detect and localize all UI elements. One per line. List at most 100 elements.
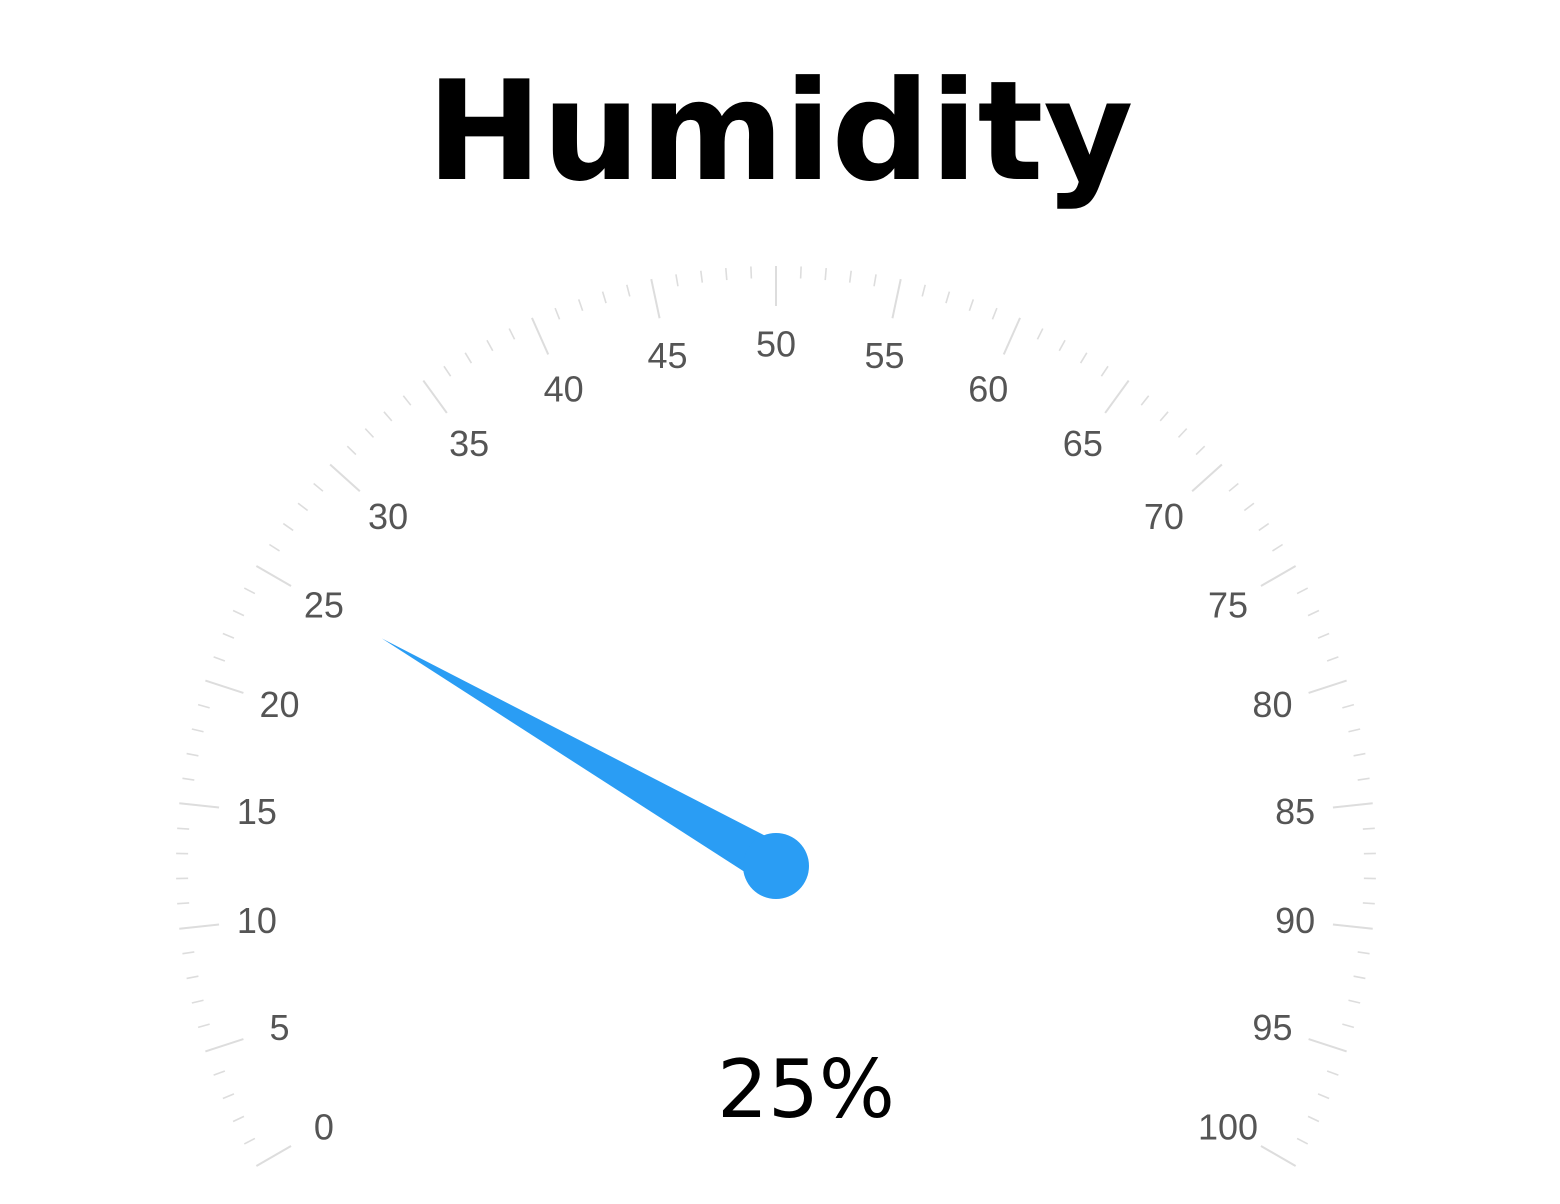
gauge-minor-tick [182,777,195,781]
gauge-minor-tick [197,703,210,709]
gauge-ticks [176,266,1376,1167]
gauge-minor-tick [1348,728,1361,733]
gauge-major-tick [531,317,550,355]
gauge-minor-tick [402,395,412,406]
gauge-minor-tick [297,502,309,512]
gauge-minor-tick [1296,587,1309,595]
gauge-minor-tick [1140,395,1150,406]
gauge-tick-label: 80 [1252,684,1292,725]
gauge-minor-tick [1348,999,1361,1004]
gauge-minor-tick [1326,1070,1339,1076]
gauge-tick-label: 90 [1275,900,1315,941]
gauge-minor-tick [177,902,190,905]
gauge-major-tick [329,463,361,493]
gauge-tick-label: 70 [1144,496,1184,537]
gauge-major-tick [255,565,292,587]
gauge-major-tick [1308,1038,1347,1053]
gauge-minor-tick [1272,543,1284,552]
gauge-minor-tick [182,951,195,955]
gauge-minor-tick [1159,411,1169,422]
gauge-tick-label: 20 [260,684,300,725]
gauge-value-readout: 25% [717,1043,895,1136]
gauge-tick-label: 50 [756,324,796,365]
gauge-minor-tick [282,522,294,532]
gauge-minor-tick [222,1093,235,1100]
gauge-needle [381,638,787,886]
gauge-minor-tick [346,445,357,456]
gauge-minor-tick [750,266,753,279]
gauge-minor-tick [313,482,324,492]
gauge-minor-tick [1317,1093,1330,1100]
gauge-minor-tick [364,428,375,438]
gauge-minor-tick [222,632,235,639]
gauge-minor-tick [268,543,280,552]
gauge-major-tick [1260,1145,1297,1167]
gauge-tick-label: 100 [1198,1107,1258,1148]
gauge-tick-label: 35 [449,423,489,464]
gauge-major-tick [650,278,661,319]
gauge-minor-tick [1228,482,1239,492]
gauge-major-tick [1308,679,1347,694]
gauge-major-tick [255,1145,292,1167]
gauge-needle-hub [743,833,809,899]
gauge-tick-label: 5 [270,1007,290,1048]
gauge-minor-tick [1058,339,1066,352]
gauge-minor-tick [383,411,393,422]
gauge-tick-label: 0 [314,1107,334,1148]
gauge-minor-tick [1177,428,1188,438]
gauge-minor-tick [1317,632,1330,639]
gauge-minor-tick [626,284,631,297]
gauge-tick-label: 30 [368,496,408,537]
gauge-major-tick [1104,380,1130,414]
gauge-major-tick [179,923,220,930]
gauge-minor-tick [1296,1137,1309,1145]
gauge-tick-label: 65 [1063,423,1103,464]
gauge-minor-tick [232,609,245,617]
gauge-minor-tick [191,999,204,1004]
gauge-minor-tick [1342,1023,1355,1029]
gauge-minor-tick [1353,752,1366,757]
gauge-major-tick [1332,923,1373,930]
gauge-minor-tick [577,299,584,311]
gauge-major-tick [1260,565,1297,587]
gauge-tick-label: 45 [647,335,687,376]
gauge-major-tick [1002,317,1021,355]
gauge-minor-tick [186,975,199,980]
gauge-minor-tick [945,291,951,304]
gauge-minor-tick [675,274,679,287]
gauge-minor-tick [464,352,473,364]
gauge-tick-label: 10 [237,900,277,941]
gauge-minor-tick [601,291,607,304]
gauge-tick-label: 40 [544,369,584,410]
gauge-minor-tick [1307,609,1320,617]
gauge-minor-tick [1036,328,1044,340]
gauge-major-tick [891,278,902,319]
gauge-major-tick [1332,802,1373,809]
gauge-tick-label: 95 [1252,1007,1292,1048]
gauge-minor-tick [1079,352,1088,364]
gauge-minor-tick [1326,656,1339,662]
gauge-minor-tick [508,328,516,340]
gauge-minor-tick [443,365,452,377]
gauge-minor-tick [197,1023,210,1029]
gauge-minor-tick [848,270,852,283]
gauge-minor-tick [1357,951,1370,955]
gauge-major-tick [179,802,220,809]
gauge-tick-label: 60 [968,369,1008,410]
gauge-labels: 0 5 10 15 20 25 30 35 40 45 50 55 60 65 70 75 80 85 90 95 10… [237,324,1315,1148]
gauge-minor-tick [799,266,802,279]
gauge-minor-tick [243,587,256,595]
gauge-minor-tick [700,270,704,283]
gauge-minor-tick [1353,975,1366,980]
gauge-minor-tick [243,1137,256,1145]
gauge-minor-tick [554,307,561,320]
gauge-major-tick [1191,463,1223,493]
gauge-minor-tick [1342,703,1355,709]
gauge-minor-tick [968,299,975,311]
gauge-minor-tick [1357,777,1370,781]
gauge-minor-tick [991,307,998,320]
gauge-title: Humidity [426,51,1134,212]
gauge-minor-tick [177,827,190,830]
gauge-minor-tick [1195,445,1206,456]
gauge-minor-tick [191,728,204,733]
